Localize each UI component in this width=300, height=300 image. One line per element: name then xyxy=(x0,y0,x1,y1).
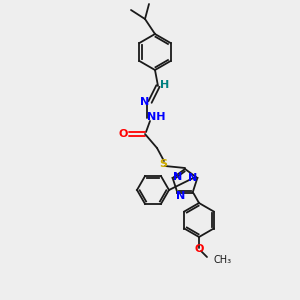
Text: N: N xyxy=(173,172,182,182)
Text: S: S xyxy=(159,159,167,169)
Text: O: O xyxy=(194,244,204,254)
Text: O: O xyxy=(118,129,128,139)
Text: CH₃: CH₃ xyxy=(213,255,231,265)
Text: N: N xyxy=(140,97,150,107)
Text: N: N xyxy=(176,190,185,200)
Text: N: N xyxy=(188,173,197,183)
Text: NH: NH xyxy=(147,112,165,122)
Text: H: H xyxy=(160,80,169,90)
